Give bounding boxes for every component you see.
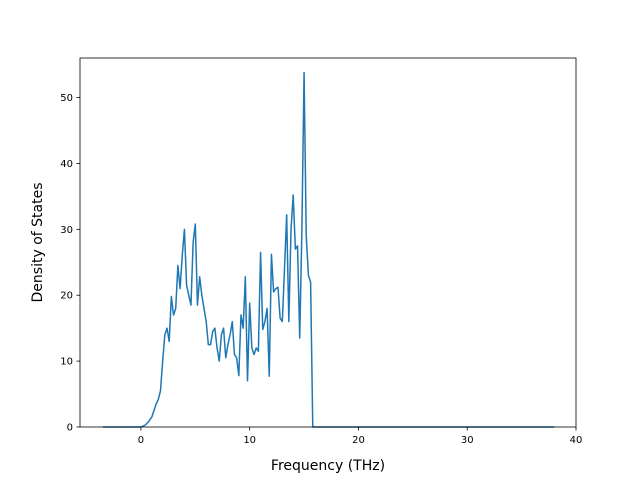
- y-tick-label: 20: [60, 291, 73, 302]
- x-axis-label: Frequency (THz): [271, 458, 385, 474]
- axes-frame: [79, 57, 577, 428]
- x-tick-label: 20: [352, 435, 365, 446]
- y-axis-label: Density of States: [30, 183, 46, 303]
- y-tick-label: 10: [60, 357, 73, 368]
- x-tick-label: 0: [138, 435, 144, 446]
- x-tick-label: 40: [570, 435, 583, 446]
- x-axis-ticks: 0 10 20 30 40: [138, 427, 583, 446]
- dos-series-line: [102, 71, 555, 428]
- y-axis-ticks: 0 10 20 30 40 50: [60, 93, 80, 434]
- x-tick-label: 30: [461, 435, 474, 446]
- y-tick-label: 50: [60, 93, 73, 104]
- y-tick-label: 40: [60, 159, 73, 170]
- x-tick-label: 10: [243, 435, 256, 446]
- plot-area: [102, 71, 555, 428]
- y-tick-label: 30: [60, 225, 73, 236]
- y-tick-label: 0: [67, 423, 73, 434]
